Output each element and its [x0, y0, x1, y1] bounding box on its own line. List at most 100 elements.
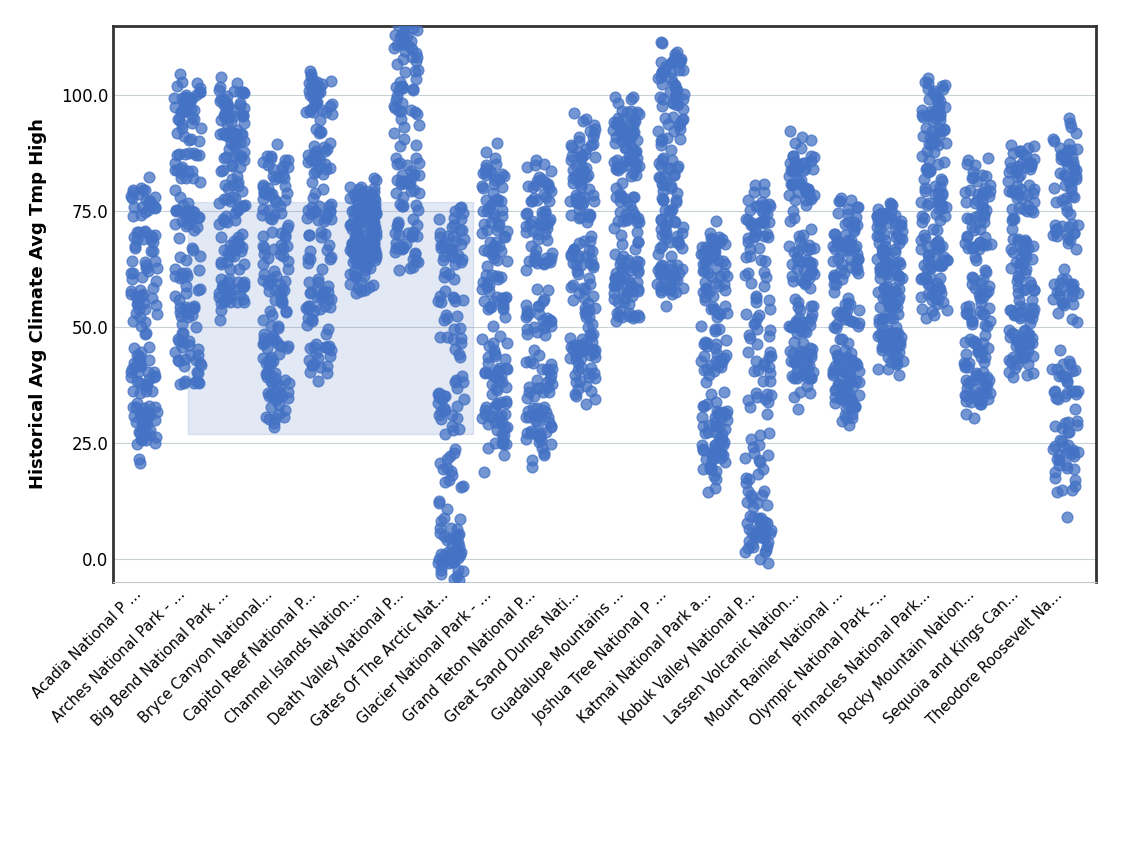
Point	[323, 107, 341, 121]
Point	[351, 215, 370, 229]
Point	[838, 234, 857, 247]
Point	[666, 92, 684, 105]
Point	[875, 281, 893, 294]
Point	[890, 235, 909, 249]
Point	[1051, 288, 1069, 302]
Point	[756, 544, 774, 558]
Point	[182, 92, 200, 106]
Point	[234, 85, 252, 98]
Point	[930, 240, 948, 253]
Point	[757, 270, 775, 283]
Point	[606, 247, 624, 260]
Point	[1063, 484, 1081, 497]
Point	[609, 276, 627, 290]
Point	[341, 181, 359, 194]
Point	[144, 384, 162, 398]
Point	[758, 407, 776, 421]
Point	[304, 78, 322, 92]
Point	[1010, 331, 1028, 345]
Point	[739, 346, 757, 360]
Point	[868, 253, 886, 266]
Point	[172, 171, 190, 185]
Point	[525, 251, 544, 265]
Point	[181, 96, 199, 110]
Point	[1046, 223, 1064, 236]
Point	[914, 110, 932, 124]
Point	[608, 160, 626, 174]
Point	[173, 340, 191, 354]
Point	[223, 159, 241, 173]
Point	[654, 178, 672, 192]
Point	[531, 381, 549, 395]
Point	[452, 200, 470, 214]
Point	[212, 230, 231, 244]
Point	[365, 227, 383, 241]
Point	[1025, 140, 1043, 153]
Point	[755, 177, 773, 191]
Point	[215, 280, 233, 294]
Point	[846, 210, 864, 223]
Point	[168, 149, 186, 163]
Point	[745, 185, 763, 199]
Point	[657, 299, 675, 312]
Point	[176, 96, 194, 110]
Point	[694, 462, 712, 476]
Point	[403, 0, 421, 5]
Point	[805, 150, 823, 163]
Point	[442, 464, 460, 478]
Point	[359, 203, 377, 217]
Point	[521, 354, 539, 368]
Point	[258, 341, 276, 354]
Point	[390, 263, 408, 276]
Point	[758, 516, 776, 530]
Point	[216, 97, 234, 110]
Point	[625, 310, 643, 324]
Point	[981, 314, 999, 328]
Point	[233, 184, 251, 198]
Point	[533, 209, 551, 223]
Point	[571, 374, 589, 388]
Point	[914, 211, 932, 225]
Point	[841, 375, 859, 389]
Point	[435, 389, 453, 403]
Point	[394, 34, 412, 48]
Point	[879, 323, 897, 336]
Point	[833, 306, 851, 319]
Point	[794, 239, 812, 253]
Point	[614, 238, 632, 252]
Point	[966, 369, 984, 383]
Point	[1017, 263, 1035, 276]
Point	[577, 311, 596, 324]
Point	[530, 408, 548, 422]
Point	[617, 130, 635, 144]
Point	[445, 217, 463, 231]
Point	[737, 545, 755, 559]
Point	[883, 199, 901, 212]
Point	[784, 177, 802, 191]
Point	[259, 277, 277, 291]
Point	[431, 552, 449, 566]
Point	[930, 122, 948, 135]
Point	[304, 192, 322, 205]
Point	[438, 502, 457, 516]
Point	[185, 112, 203, 126]
Point	[1059, 143, 1077, 157]
Point	[697, 243, 715, 257]
Point	[673, 112, 692, 126]
Point	[748, 526, 766, 539]
Point	[1062, 150, 1080, 163]
Point	[1058, 158, 1076, 171]
Point	[573, 177, 591, 191]
Point	[703, 453, 721, 467]
Point	[266, 193, 284, 206]
Point	[429, 386, 447, 400]
Point	[575, 282, 593, 296]
Point	[341, 218, 359, 232]
Point	[364, 213, 382, 227]
Point	[879, 288, 897, 301]
Point	[781, 169, 799, 182]
Point	[410, 168, 428, 181]
Point	[694, 247, 712, 261]
Point	[536, 318, 554, 331]
Point	[341, 217, 359, 231]
